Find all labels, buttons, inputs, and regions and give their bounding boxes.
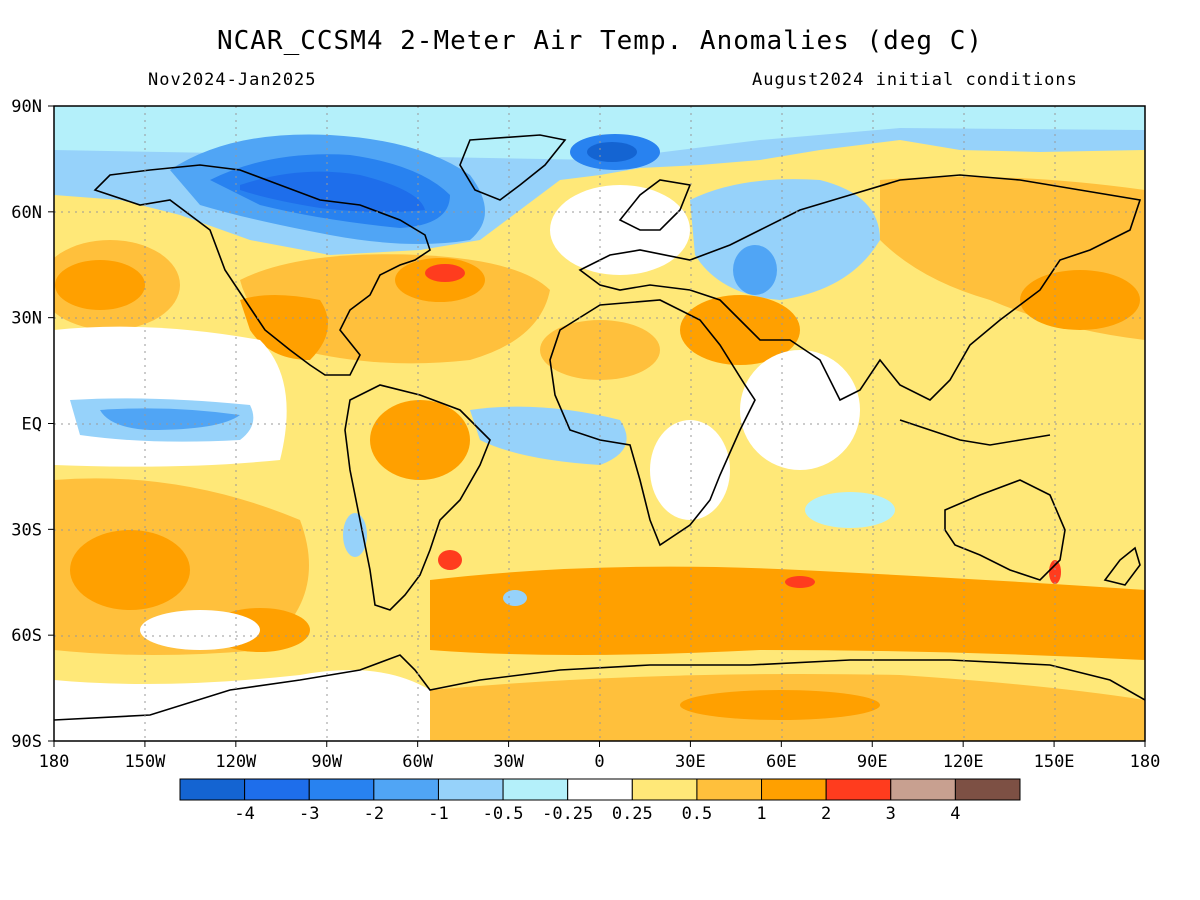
lat-tick-label: 30N — [11, 309, 42, 329]
africa-neutral — [650, 420, 730, 520]
africa-coast — [549, 299, 756, 547]
colorbar-label: 0.5 — [682, 804, 713, 824]
initial-conditions: August2024 initial conditions — [752, 70, 1078, 90]
colorbar-swatch — [179, 778, 246, 801]
greenland-sea-colder — [587, 142, 637, 162]
west-pacific-warm — [990, 390, 1130, 470]
lon-tick-label: 150E — [1034, 752, 1075, 772]
lat-tick-label: 90N — [11, 97, 42, 117]
colorbar-swatch — [308, 778, 375, 801]
arabia-warm — [680, 295, 800, 365]
colorbar-label: -1 — [428, 804, 448, 824]
latitude-axis: 90N 60N 30N EQ 30S 60S 90S — [11, 97, 54, 752]
colorbar-swatch — [761, 778, 827, 801]
colorbar-swatch — [502, 778, 569, 801]
lat-tick-label: 60N — [11, 203, 42, 223]
colorbar-swatch — [696, 778, 763, 801]
south-america-warm — [370, 400, 470, 480]
colorbar-swatch — [890, 778, 956, 801]
lat-tick-label: 90S — [11, 732, 42, 752]
colorbar-swatch — [567, 778, 633, 801]
lon-tick-label: 180 — [1130, 752, 1161, 772]
south-america-coast — [344, 384, 491, 611]
australia-hot — [1049, 560, 1061, 584]
lat-tick-label: EQ — [22, 415, 42, 435]
gridlines — [54, 106, 1145, 741]
europe-neutral — [550, 185, 690, 275]
colorbar-label: 0.25 — [612, 804, 653, 824]
east-pacific-neutral — [54, 326, 287, 467]
indian-ocean-neutral — [740, 350, 860, 470]
colorbar-label: 4 — [950, 804, 960, 824]
south-atlantic-cool — [503, 590, 527, 606]
indian-ocean-hot — [785, 576, 815, 588]
lon-tick-label: 180 — [39, 752, 70, 772]
colorbar-swatch — [825, 778, 892, 801]
colorbar-label: -0.5 — [483, 804, 524, 824]
north-africa-warm — [540, 320, 660, 380]
caspian-cold — [733, 245, 777, 295]
lon-tick-label: 90W — [311, 752, 342, 772]
lat-tick-label: 30S — [11, 520, 42, 540]
indonesia-coast — [899, 419, 1051, 446]
forecast-period: Nov2024-Jan2025 — [148, 70, 317, 90]
lon-tick-label: 60W — [402, 752, 433, 772]
scandinavia-coast — [618, 179, 692, 231]
north-america-coast — [93, 164, 431, 376]
colorbar-swatch — [373, 778, 439, 801]
eurasia-coast — [578, 174, 1142, 402]
colorbar-label: 1 — [756, 804, 766, 824]
colorbar-swatch — [437, 778, 504, 801]
equatorial-pacific-band — [100, 408, 240, 430]
lon-tick-label: 90E — [857, 752, 888, 772]
south-pacific-neutral — [140, 610, 260, 650]
colorbar-swatch — [631, 778, 698, 801]
asia-warmer — [1020, 270, 1140, 330]
lon-tick-label: 120W — [215, 752, 257, 772]
colorbar-swatch — [244, 778, 310, 801]
colorbar: -4 -3 -2 -1 -0.5 -0.25 0.25 0.5 1 2 3 4 — [179, 778, 1021, 824]
colorbar-label: 2 — [821, 804, 831, 824]
anomaly-field — [54, 106, 1145, 741]
indian-ocean-cool — [805, 492, 895, 528]
lon-tick-label: 150W — [124, 752, 166, 772]
longitude-axis: 180 150W 120W 90W 60W 30W 0 30E 60E 90E 120E 150E 18… — [39, 741, 1161, 772]
australia-coast — [944, 479, 1066, 581]
coastlines — [54, 134, 1145, 721]
lat-tick-label: 60S — [11, 626, 42, 646]
colorbar-label: -3 — [299, 804, 319, 824]
south-atlantic-hot — [438, 550, 462, 570]
antarctic-neutral — [54, 670, 430, 741]
south-ocean-warm-band — [430, 566, 1145, 660]
gulf-stream-hot — [425, 264, 465, 282]
antarctic-warmer — [680, 690, 880, 720]
colorbar-label: -2 — [364, 804, 384, 824]
antarctica-coast — [54, 654, 1145, 721]
canada-coldest — [240, 171, 425, 213]
lon-tick-label: 60E — [766, 752, 797, 772]
north-pacific-warmer — [55, 260, 145, 310]
new-zealand-coast — [1103, 546, 1141, 586]
lon-tick-label: 0 — [594, 752, 604, 772]
map-title: NCAR_CCSM4 2-Meter Air Temp. Anomalies (… — [216, 26, 984, 56]
south-pacific-warmer — [70, 530, 190, 610]
lon-tick-label: 30E — [675, 752, 706, 772]
colorbar-label: -0.25 — [542, 804, 593, 824]
colorbar-swatch — [954, 778, 1021, 801]
lon-tick-label: 120E — [943, 752, 984, 772]
greenland-coast — [459, 134, 567, 201]
colorbar-label: -4 — [234, 804, 254, 824]
lon-tick-label: 30W — [493, 752, 524, 772]
colorbar-label: 3 — [886, 804, 896, 824]
